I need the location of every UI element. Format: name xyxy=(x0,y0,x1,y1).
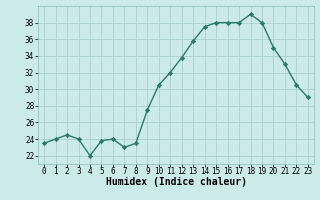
X-axis label: Humidex (Indice chaleur): Humidex (Indice chaleur) xyxy=(106,177,246,187)
